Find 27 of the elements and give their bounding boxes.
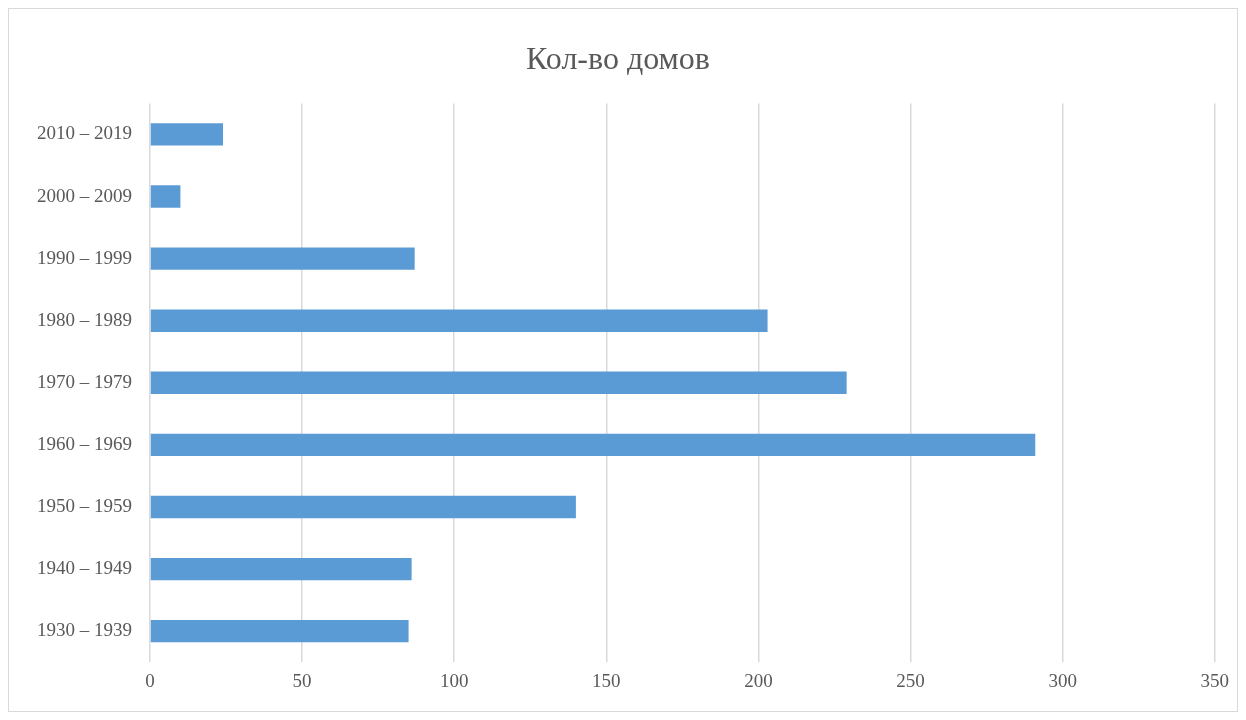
y-tick-label: 2010 – 2019: [37, 122, 132, 144]
x-tick-label: 150: [592, 669, 621, 691]
x-tick-label: 50: [292, 669, 312, 691]
bar: [150, 433, 1036, 457]
y-tick-label: 1940 – 1949: [37, 557, 132, 579]
x-tick-label: 300: [1048, 669, 1077, 691]
bar: [150, 619, 409, 643]
y-tick-label: 1960 – 1969: [37, 432, 132, 454]
x-tick-label: 200: [744, 669, 773, 691]
bar: [150, 371, 847, 394]
x-tick-label: 250: [896, 669, 925, 691]
x-tick-label: 350: [1200, 669, 1229, 691]
bar: [150, 185, 181, 208]
y-tick-label: 1930 – 1939: [37, 619, 132, 641]
x-tick-label: 0: [145, 669, 155, 691]
y-tick-label: 1980 – 1989: [37, 308, 132, 330]
x-tick-label: 100: [439, 669, 469, 691]
bar: [150, 495, 576, 519]
y-tick-label: 1970 – 1979: [37, 370, 132, 392]
chart-title: Кол-во домов: [526, 39, 710, 76]
y-tick-label: 2000 – 2009: [37, 184, 132, 206]
bar: [150, 123, 224, 146]
bar: [150, 309, 768, 332]
bar: [150, 247, 415, 270]
y-tick-label: 1990 – 1999: [37, 246, 132, 268]
bar: [150, 557, 412, 581]
y-tick-label: 1950 – 1959: [37, 494, 132, 516]
